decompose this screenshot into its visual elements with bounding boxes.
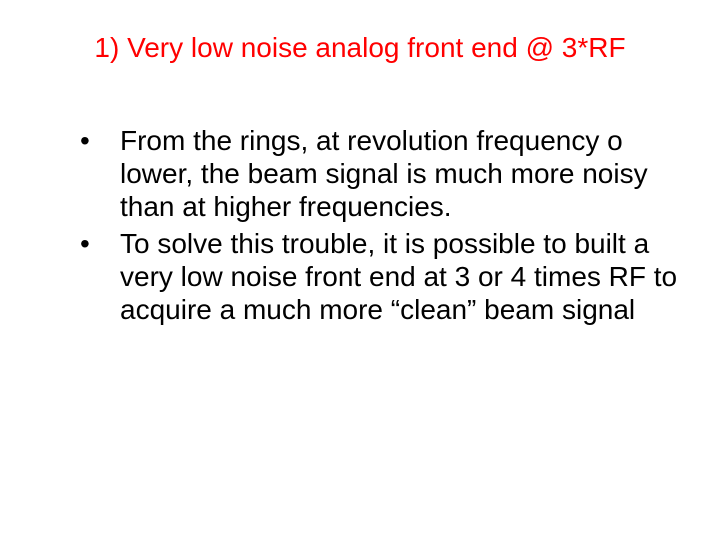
- slide: 1) Very low noise analog front end @ 3*R…: [0, 0, 720, 540]
- slide-title: 1) Very low noise analog front end @ 3*R…: [40, 32, 680, 64]
- list-item: From the rings, at revolution frequency …: [80, 124, 680, 223]
- bullet-list: From the rings, at revolution frequency …: [40, 124, 680, 326]
- list-item: To solve this trouble, it is possible to…: [80, 227, 680, 326]
